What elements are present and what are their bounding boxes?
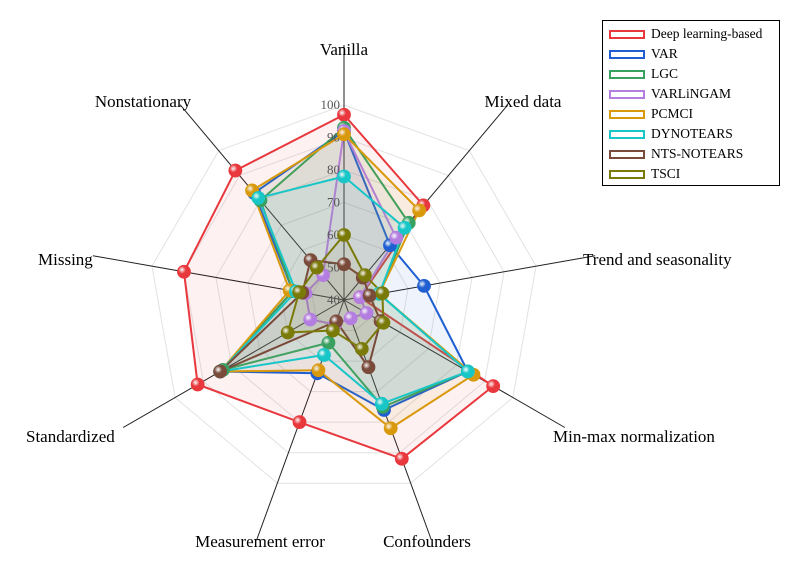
data-point <box>213 364 228 379</box>
legend-label: LGC <box>651 66 678 81</box>
data-point <box>357 268 372 283</box>
data-point <box>337 107 351 122</box>
data-point <box>376 315 391 330</box>
data-point <box>321 335 336 350</box>
tick-label: 100 <box>321 97 341 112</box>
data-point <box>337 127 351 142</box>
data-point <box>397 220 412 235</box>
legend-swatch <box>609 49 645 59</box>
legend-item: PCMCI <box>609 105 693 123</box>
legend-label: PCMCI <box>651 106 694 121</box>
legend-label: VAR <box>651 46 678 61</box>
legend-item: LGC <box>609 65 678 83</box>
axis-label: Nonstationary <box>95 92 192 111</box>
data-point <box>460 364 475 379</box>
series-line <box>219 259 382 373</box>
legend-label: VARLiNGAM <box>651 86 732 101</box>
data-point <box>337 228 351 242</box>
legend-label: DYNOTEARS <box>651 126 733 141</box>
data-point <box>343 311 358 326</box>
legend-item: VARLiNGAM <box>609 85 731 103</box>
tick-label: 90 <box>327 130 340 145</box>
tick-label: 50 <box>327 260 340 275</box>
data-point <box>292 415 307 430</box>
tick-label: 60 <box>327 227 340 242</box>
data-point <box>317 348 331 362</box>
axis-label: Standardized <box>26 427 115 446</box>
grid-ring <box>215 169 473 423</box>
legend-label: TSCI <box>651 166 681 181</box>
axis-label: Vanilla <box>320 40 369 59</box>
legend-swatch <box>609 169 645 179</box>
data-point <box>417 278 431 293</box>
tick-label: 80 <box>327 162 340 177</box>
legend-swatch <box>609 69 645 79</box>
data-point <box>337 169 351 184</box>
data-point <box>389 230 404 245</box>
legend: Deep learning-based VAR LGC VARLiNGAM PCMCI D… <box>602 20 780 186</box>
data-point <box>359 306 374 320</box>
data-point <box>362 288 377 303</box>
data-point <box>412 203 427 218</box>
legend-item: VAR <box>609 45 678 63</box>
axis-label: Confounders <box>383 532 471 551</box>
legend-swatch <box>609 89 645 99</box>
legend-swatch <box>609 149 645 159</box>
legend-item: NTS-NOTEARS <box>609 145 743 163</box>
data-point <box>190 377 205 392</box>
legend-label: NTS-NOTEARS <box>651 146 744 161</box>
legend-swatch <box>609 109 645 119</box>
legend-item: DYNOTEARS <box>609 125 733 143</box>
axis-label: Measurement error <box>195 532 325 551</box>
legend-item: Deep learning-based <box>609 25 762 43</box>
legend-label: Deep learning-based <box>651 26 763 41</box>
legend-swatch <box>609 29 645 39</box>
data-point <box>374 396 389 411</box>
data-point <box>280 325 295 340</box>
data-point <box>292 285 307 299</box>
data-point <box>354 341 369 356</box>
data-point <box>394 451 409 466</box>
tick-label: 70 <box>327 195 340 210</box>
data-point <box>303 312 318 327</box>
data-point <box>177 264 191 279</box>
axis-label: Trend and seasonality <box>583 250 732 269</box>
grid-ring <box>151 104 537 484</box>
data-point <box>383 421 398 436</box>
grid-ring <box>311 266 377 332</box>
tick-label: 40 <box>327 292 340 307</box>
grid-ring <box>183 136 505 454</box>
series-line <box>219 133 475 430</box>
legend-swatch <box>609 129 645 139</box>
axis-label: Mixed data <box>485 92 562 111</box>
data-point <box>309 260 324 275</box>
data-point <box>325 323 340 338</box>
data-point <box>337 257 351 272</box>
data-point <box>361 360 376 375</box>
data-point <box>228 163 243 178</box>
data-point <box>486 379 501 394</box>
legend-item: TSCI <box>609 165 680 183</box>
axis-spoke <box>343 299 432 540</box>
data-point <box>251 191 266 205</box>
data-point <box>311 363 326 378</box>
series-line <box>219 175 469 405</box>
data-point <box>375 286 390 301</box>
axis-label: Min-max normalization <box>553 427 715 446</box>
axis-label: Missing <box>38 250 93 269</box>
